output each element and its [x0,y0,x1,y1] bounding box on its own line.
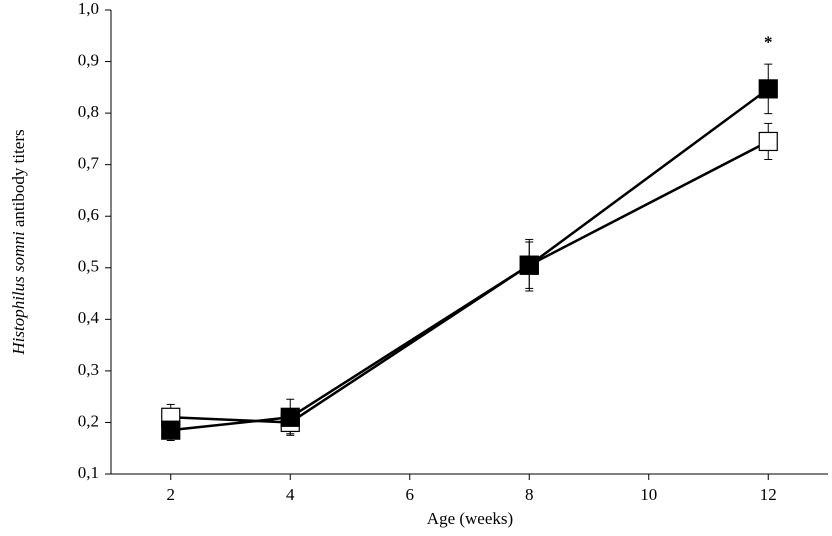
y-axis-label-rest: antibody titers [9,129,28,227]
y-tick-label: 0,4 [78,308,100,327]
x-tick-label: 6 [406,485,415,504]
y-tick-label: 0,6 [78,205,99,224]
marker [280,407,300,427]
annotation: * [764,32,773,51]
x-tick-label: 2 [167,485,176,504]
series-line [170,140,769,424]
y-tick-label: 0,7 [78,154,100,173]
x-tick-label: 4 [286,485,295,504]
y-tick-label: 1,0 [78,0,99,18]
marker [758,131,778,152]
x-tick-label: 10 [640,485,657,504]
y-axis-label: Histophilus somni antibody titers [9,129,28,355]
x-axis-label: Age (weeks) [427,509,513,528]
y-tick-label: 0,1 [78,463,99,482]
series-line [170,87,769,432]
y-tick-label: 0,5 [78,257,99,276]
y-tick-label: 0,8 [78,102,99,121]
x-tick-label: 8 [525,485,534,504]
y-tick-label: 0,2 [78,411,99,430]
marker [758,79,778,99]
marker [161,420,181,440]
y-tick-label: 0,3 [78,360,99,379]
y-axis-label-italic: Histophilus somni [9,231,28,356]
x-tick-label: 12 [760,485,777,504]
marker [519,255,539,275]
y-tick-label: 0,9 [78,50,99,69]
